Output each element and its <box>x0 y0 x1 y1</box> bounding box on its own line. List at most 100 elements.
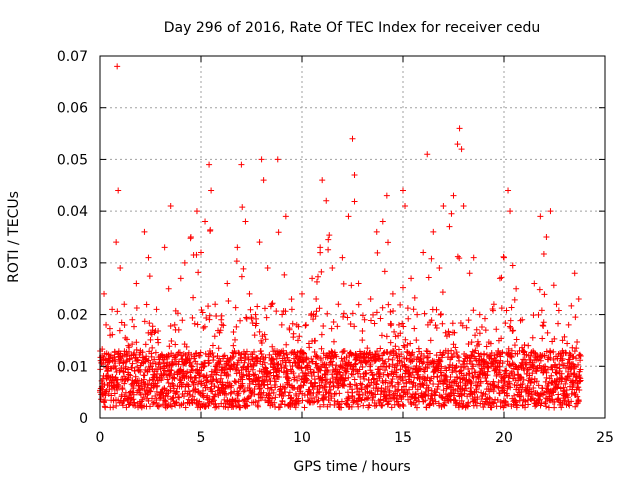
data-point <box>161 367 168 374</box>
data-point <box>187 234 194 240</box>
data-point <box>430 359 437 366</box>
data-point <box>411 374 418 381</box>
data-point <box>247 360 254 367</box>
data-point <box>498 274 505 281</box>
data-point <box>143 301 150 308</box>
data-point <box>536 286 543 293</box>
data-point <box>313 278 320 285</box>
data-point <box>275 229 282 236</box>
data-point <box>319 374 326 381</box>
data-point <box>188 351 195 358</box>
data-point <box>377 369 384 376</box>
data-point <box>468 339 475 346</box>
data-point <box>465 340 472 347</box>
data-point <box>393 351 400 358</box>
data-point <box>157 352 164 359</box>
data-point <box>155 339 162 346</box>
data-point <box>541 352 548 359</box>
data-point <box>133 339 140 346</box>
data-point <box>513 336 520 343</box>
data-point <box>326 390 333 397</box>
data-point <box>102 397 109 404</box>
data-point <box>301 350 308 357</box>
data-point <box>456 125 463 132</box>
data-point <box>505 187 512 194</box>
data-point <box>394 379 401 386</box>
data-point <box>539 391 546 398</box>
data-point <box>302 322 309 329</box>
data-point <box>367 361 374 368</box>
data-point <box>194 321 201 328</box>
y-tick-label: 0.03 <box>57 256 88 272</box>
data-point <box>519 316 526 323</box>
data-point <box>387 339 394 346</box>
x-tick-label: 15 <box>394 430 412 446</box>
data-point <box>121 380 128 387</box>
data-point <box>318 357 325 364</box>
data-point <box>382 377 389 384</box>
data-point <box>535 382 542 389</box>
data-point <box>547 355 554 362</box>
data-point <box>124 376 131 383</box>
data-point <box>238 161 245 168</box>
data-point <box>247 392 254 399</box>
data-point <box>134 357 141 364</box>
data-point <box>421 368 428 375</box>
data-point <box>207 226 214 233</box>
data-point <box>351 198 358 205</box>
data-point <box>570 378 577 385</box>
data-point <box>403 355 410 362</box>
data-point <box>562 365 569 372</box>
data-point <box>470 307 477 314</box>
data-point <box>361 375 368 382</box>
data-point <box>575 398 582 405</box>
data-point <box>490 399 497 406</box>
data-point <box>366 402 373 409</box>
data-point <box>106 325 113 332</box>
data-point <box>542 395 549 402</box>
data-point <box>470 374 477 381</box>
data-point <box>428 255 435 262</box>
data-point <box>537 357 544 364</box>
data-point <box>528 391 535 398</box>
data-point <box>233 379 240 386</box>
data-point <box>359 312 366 319</box>
data-point <box>403 379 410 386</box>
data-point <box>355 280 362 287</box>
data-point <box>557 374 564 381</box>
data-point <box>385 301 392 308</box>
data-point <box>392 333 399 340</box>
data-point <box>394 398 401 405</box>
data-point <box>359 363 366 370</box>
data-point <box>410 306 417 313</box>
data-point <box>196 352 203 359</box>
data-point <box>577 357 584 364</box>
data-point <box>191 396 198 403</box>
data-point <box>271 399 278 406</box>
data-point <box>239 376 246 383</box>
data-point <box>544 329 551 336</box>
data-point <box>170 381 177 388</box>
data-point <box>152 349 159 356</box>
data-point <box>459 403 466 410</box>
data-point <box>213 312 220 319</box>
data-point <box>119 376 126 383</box>
data-point <box>424 365 431 372</box>
data-point <box>298 364 305 371</box>
data-point <box>488 349 495 356</box>
data-point <box>200 324 207 331</box>
data-point <box>547 208 554 215</box>
data-point <box>275 373 282 380</box>
data-point <box>498 335 505 342</box>
data-point <box>511 296 518 303</box>
data-point <box>304 376 311 383</box>
data-point <box>387 308 394 315</box>
data-point <box>484 363 491 370</box>
data-point <box>548 372 555 379</box>
data-point <box>550 348 557 355</box>
data-point <box>482 391 489 398</box>
data-point <box>390 307 397 314</box>
data-points <box>97 63 584 411</box>
data-point <box>437 358 444 365</box>
data-point <box>337 363 344 370</box>
